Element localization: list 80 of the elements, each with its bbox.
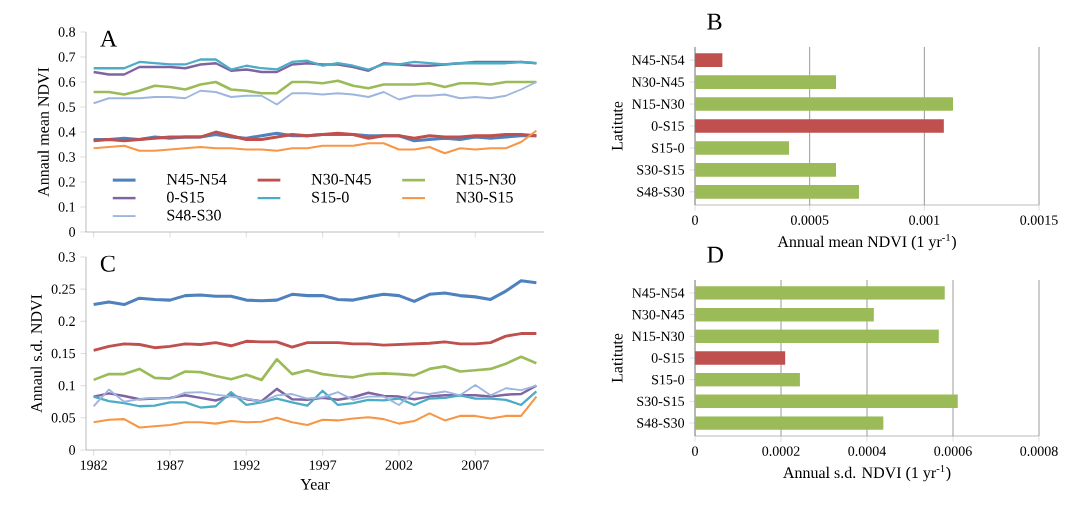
y-tick-label: 0.05 [51,413,76,423]
y-tick-label: 0.2 [58,177,75,187]
bar [695,307,874,322]
y-tick-label: 0.2 [58,316,75,327]
legend-label: N30-N45 [311,173,371,185]
x-tick-label: 0.0008 [1020,446,1058,456]
y-tick-label: 0.5 [58,102,76,112]
y-tick-label: S48-S30 [637,418,685,428]
legend-label: S15-0 [312,191,349,203]
y-axis-title: Annaul s.d. NDVI [30,294,42,413]
y-axis-title: Latitute [611,101,623,151]
y-tick-label: N30-N45 [632,77,685,87]
bar [695,53,723,67]
bar [695,329,939,344]
legend-label: N45-N54 [166,173,227,185]
x-tick-label: 1997 [309,460,337,470]
y-tick-label: S30-S15 [637,165,685,175]
x-tick-label: 0.0005 [790,215,829,225]
line-series [92,395,538,429]
x-tick-label: 0.0004 [848,446,887,456]
y-tick-label: 0-S15 [651,121,685,131]
y-tick-label: 0.3 [58,252,76,262]
x-tick-label: 0.0015 [1020,215,1058,225]
chart-title: A [100,30,118,47]
bar [695,286,945,300]
chart-title: D [707,246,723,263]
bar [695,416,884,430]
y-tick-label: 0.3 [58,152,76,162]
bar [695,141,790,155]
bar [695,185,859,199]
y-tick-label: 0.7 [58,52,76,62]
x-tick-label: 0.001 [909,215,940,225]
x-tick-label: 0 [692,215,698,225]
bar [695,372,800,387]
y-tick-label: N30-N45 [632,309,685,320]
bar [695,97,954,111]
x-tick-label: 0.0006 [934,446,972,456]
y-tick-label: S30-S15 [637,396,685,407]
y-tick-label: 0.1 [58,202,75,212]
legend-label: N30-S15 [456,191,513,203]
y-tick-label: 0.6 [58,77,76,87]
y-axis-title: Latitute [611,333,623,383]
y-tick-label: N15-N30 [632,331,685,342]
y-tick-label: S15-0 [652,374,685,385]
bar [695,394,958,409]
bar [695,351,786,365]
legend-label: N15-N30 [456,173,516,185]
y-axis-title: Annaul mean NDVI [37,67,49,197]
bar [695,75,837,89]
bar [695,119,944,133]
y-tick-label: N45-N54 [632,55,685,65]
x-axis-title: Annual s.d. NDVI (1 yr$^{-1}$) [783,465,951,482]
y-tick-label: 0.25 [51,284,76,294]
line-series [92,355,538,382]
y-tick-label: 0-S15 [651,353,685,363]
x-tick-label: 1992 [233,460,260,470]
legend-label: 0-S15 [167,191,204,203]
legend-label: S48-S30 [167,209,221,221]
y-tick-label: 0.8 [58,27,76,37]
chart-title: B [707,13,722,30]
line-series [92,389,538,409]
x-tick-label: 1987 [157,460,184,470]
bar [695,163,837,177]
x-axis-title: Year [300,479,330,490]
x-tick-label: 2002 [385,460,413,470]
x-tick-label: 1982 [80,460,107,470]
x-tick-label: 0.0002 [762,446,800,456]
y-tick-label: N15-N30 [632,99,685,109]
y-tick-label: S15-0 [652,143,685,153]
x-tick-label: 0 [692,446,698,456]
x-axis-title: Annual mean NDVI (1 yr$^{-1}$) [777,234,956,251]
y-tick-label: 0.4 [58,127,76,137]
y-tick-label: 0.1 [58,380,75,391]
y-tick-label: 0.15 [51,348,76,359]
x-tick-label: 2007 [461,460,489,470]
y-tick-label: S48-S30 [637,187,685,197]
chart-title: C [100,255,115,272]
line-series [92,279,538,307]
y-tick-label: 0 [69,227,76,237]
y-tick-label: N45-N54 [632,288,685,298]
